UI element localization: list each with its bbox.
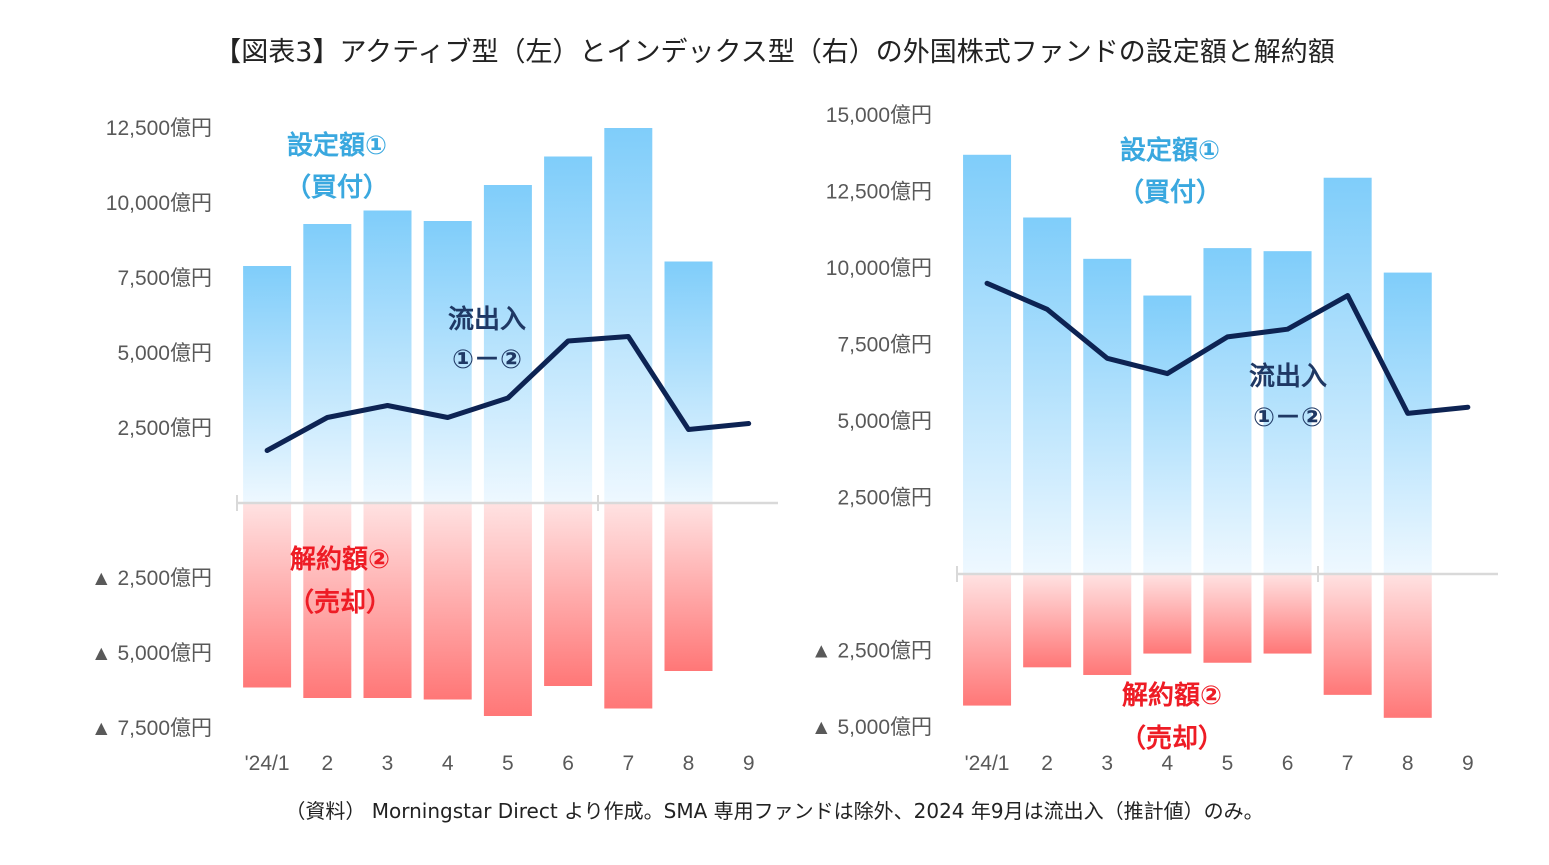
annotation-buy-line2: （買付） [1118,178,1222,208]
x-category-label: 7 [622,752,634,775]
bar-buy [664,261,713,503]
bar-sell [544,503,593,686]
y-tick-label: 5,000億円 [837,410,932,433]
bar-sell [963,574,1012,706]
bar-buy [1263,251,1312,575]
bar-sell [1383,574,1432,718]
y-tick-label: ▲ 5,000億円 [91,642,212,665]
bar-buy [604,128,653,503]
bar-sell [1023,574,1072,668]
x-category-label: 2 [321,752,333,775]
bar-sell [604,503,653,709]
y-tick-label: 10,000億円 [106,192,212,215]
bar-sell [423,503,472,700]
x-category-label: 8 [683,752,695,775]
bar-sell [1143,574,1192,654]
annotation-sell-line2: （売却） [1120,724,1224,754]
y-tick-label: 15,000億円 [826,104,932,127]
annotation-buy-line1: 設定額① [1120,135,1220,166]
bar-sell [1083,574,1132,675]
bar-buy [423,221,472,503]
y-tick-label: 10,000億円 [826,257,932,280]
y-tick-label: ▲ 2,500億円 [91,567,212,590]
y-tick-label: ▲ 5,000億円 [811,716,932,739]
x-category-label: 7 [1342,752,1354,775]
bar-buy [1203,248,1252,575]
bar-buy [1323,177,1372,575]
x-category-label: 9 [1462,752,1474,775]
annotation-net-line1: 流出入 [448,305,526,335]
x-category-label: 3 [382,752,394,775]
bar-buy [1023,217,1072,574]
bar-sell [1323,574,1372,695]
x-category-label: 6 [1282,752,1294,775]
y-tick-label: 2,500億円 [117,417,212,440]
y-tick-label: 12,500億円 [826,181,932,204]
chart-title: 【図表3】アクティブ型（左）とインデックス型（右）の外国株式ファンドの設定額と解… [214,37,1335,68]
x-category-label: 8 [1402,752,1414,775]
chart-active: 12,500億円 10,000億円 7,500億円 5,000億円 2,500億円 ▲ 2… [91,117,778,775]
bar-sell [1263,574,1312,654]
annotation-net-line1: 流出入 [1249,362,1327,392]
y-tick-label: 12,500億円 [106,117,212,140]
bar-buy [303,224,352,503]
annotation-net-line2: ①－② [1253,403,1323,433]
x-category-label: 4 [442,752,454,775]
x-category-label: '24/1 [965,752,1010,775]
y-tick-label: 2,500億円 [837,487,932,510]
source-note: （資料） Morningstar Direct より作成。SMA 専用ファンドは… [285,799,1264,823]
bar-buy [1143,295,1192,574]
bar-sell [1203,574,1252,663]
bar-sell [483,503,532,716]
bar-sell [303,503,352,698]
annotation-sell-line1: 解約額② [290,544,390,575]
annotation-sell-line1: 解約額② [1122,680,1222,711]
y-tick-label: 7,500億円 [117,267,212,290]
annotation-sell-line2: （売却） [288,588,392,618]
x-category-label: 5 [1222,752,1234,775]
bar-sell [363,503,412,698]
y-tick-label: ▲ 7,500億円 [91,717,212,740]
y-tick-label: 5,000億円 [117,342,212,365]
bar-buy [1383,272,1432,574]
x-category-label: 5 [502,752,514,775]
bar-buy [243,266,292,503]
y-tick-label: ▲ 2,500億円 [811,640,932,663]
bar-sell [243,503,292,688]
annotation-buy-line2: （買付） [285,173,389,203]
y-tick-label: 7,500億円 [837,334,932,357]
x-category-label: 6 [562,752,574,775]
x-category-label: 4 [1162,752,1174,775]
x-category-label: 9 [743,752,755,775]
chart-index: 15,000億円 12,500億円 10,000億円 7,500億円 5,000億円 2,… [811,104,1498,775]
x-category-label: '24/1 [245,752,290,775]
bar-buy [363,210,412,503]
bar-buy [1083,258,1132,574]
x-category-label: 2 [1041,752,1053,775]
x-category-label: 3 [1101,752,1113,775]
bar-buy [544,156,593,503]
bar-buy [963,154,1012,574]
bar-buy [483,185,532,503]
bar-sell [664,503,713,671]
annotation-buy-line1: 設定額① [287,130,387,161]
annotation-net-line2: ①－② [452,345,522,375]
